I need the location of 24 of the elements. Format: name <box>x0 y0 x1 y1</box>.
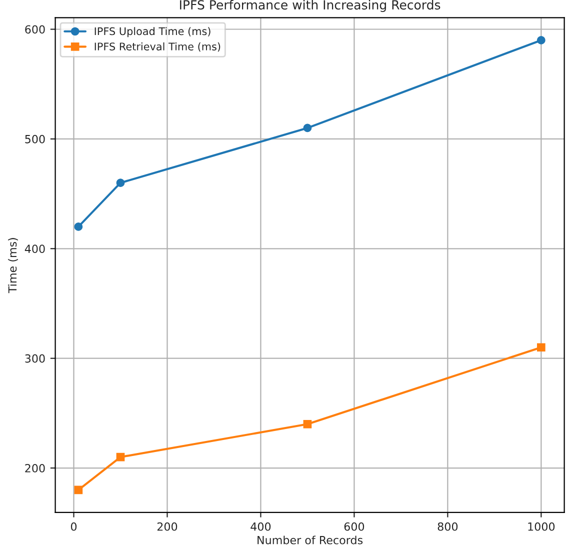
legend-label: IPFS Retrieval Time (ms) <box>94 42 220 52</box>
point <box>116 178 125 187</box>
x-tick-label: 600 <box>344 522 364 531</box>
x-tick-label: 400 <box>250 522 271 531</box>
point <box>536 343 546 352</box>
y-tick-label: 500 <box>25 134 45 144</box>
point <box>74 222 83 231</box>
legend-label: IPFS Upload Time (ms) <box>94 27 210 38</box>
point <box>74 486 83 494</box>
x-axis-title: Number of Records <box>258 536 363 544</box>
y-tick-label: 200 <box>25 464 45 472</box>
x-tick-label: 200 <box>157 522 178 531</box>
x-tick-label: 1000 <box>528 522 555 531</box>
point <box>116 452 125 462</box>
x-tick-label: 0 <box>70 522 77 531</box>
x-tick-label: 800 <box>438 522 458 531</box>
point <box>303 124 312 132</box>
point <box>303 420 312 428</box>
y-axis-title: Time (ms) <box>8 238 18 294</box>
y-tick-label: 400 <box>24 244 45 254</box>
chart-title: IPFS Performance with Increasing Records <box>180 0 440 12</box>
point <box>536 36 546 44</box>
y-tick-label: 600 <box>25 25 45 34</box>
y-tick-label: 300 <box>25 354 45 363</box>
